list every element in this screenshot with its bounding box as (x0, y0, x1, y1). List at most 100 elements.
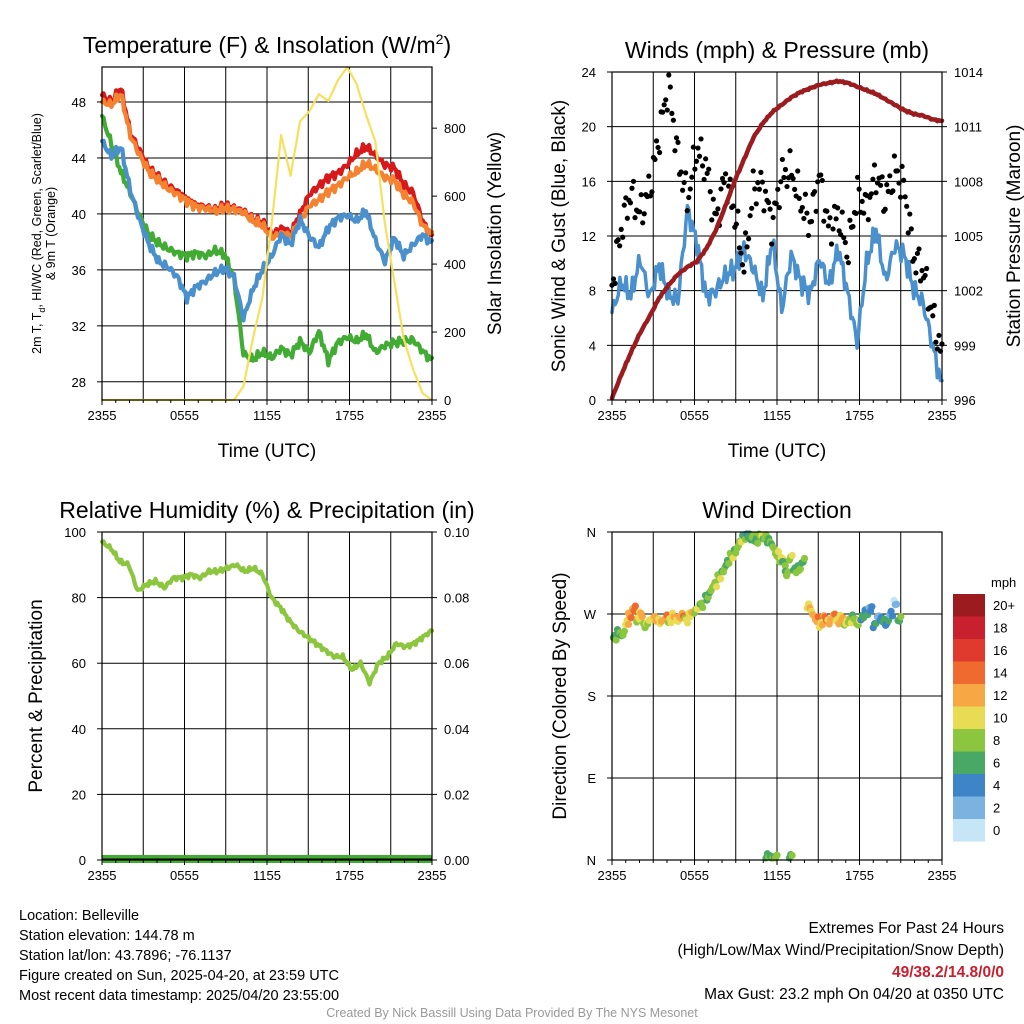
wind-gust-point (894, 168, 901, 174)
wind-gust-point (784, 183, 790, 190)
rh-y2tick-label: 0.08 (444, 591, 469, 606)
wind-gust-point (640, 220, 646, 226)
most-recent-data: Most recent data timestamp: 2025/04/20 2… (19, 988, 340, 1004)
rh-xtick-label: 0555 (170, 868, 199, 883)
dir-ytick-label: E (587, 771, 596, 786)
temp-ylabel-left-2: & 9m T (Orange) (44, 187, 58, 280)
dir-point (684, 619, 692, 627)
wind-gust-point (758, 169, 764, 175)
wind-gust-point (835, 205, 841, 211)
wind-y2tick-label: 999 (954, 338, 976, 353)
wind-gust-point (856, 186, 862, 192)
wind-gust-point (652, 156, 658, 162)
rh-xtick-label: 2355 (418, 868, 447, 883)
wind-gust-point (865, 217, 871, 223)
wind-ytick-label: 24 (582, 65, 596, 80)
wind-gust-point (736, 245, 742, 251)
wind-gust-point (701, 176, 707, 183)
rh-series-relative-humidity (99, 539, 435, 687)
wind-gust-point (799, 204, 805, 211)
wind-gust-point (801, 215, 807, 222)
legend-label: 20+ (993, 598, 1015, 613)
rh-y2tick-label: 0.06 (444, 656, 469, 671)
dir-point (725, 559, 733, 568)
wind-gust-point (901, 177, 907, 183)
legend-label: 12 (993, 688, 1007, 703)
dir-point (884, 617, 892, 625)
dir-point (754, 539, 762, 547)
wind-gust-point (782, 166, 789, 173)
wind-xtick-label: 2355 (928, 408, 957, 423)
temp-xtick-label: 2355 (88, 408, 117, 423)
wind-gust-point (653, 138, 660, 144)
wind-xtick-label: 2355 (598, 408, 627, 423)
wind-gust-point (744, 244, 750, 250)
wind-gust-point (747, 213, 753, 219)
temp-title: Temperature (F) & Insolation (W/m2) (83, 31, 451, 58)
temp-series-9m-t (99, 92, 435, 242)
wind-gust-point (621, 202, 627, 208)
wind-gust-point (870, 176, 876, 182)
dir-ytick-label: N (587, 525, 596, 540)
temp-xtick-label: 2355 (418, 408, 447, 423)
wind-gust-point (746, 236, 752, 242)
wind-gust-point (699, 163, 706, 169)
wind-gust-point (827, 215, 833, 221)
wind-gust-point (913, 270, 919, 276)
wind-gust-point (693, 158, 700, 164)
wind-gust-point (630, 178, 637, 184)
wind-gust-point (922, 272, 928, 279)
credit-line: Created By Nick Bassill Using Data Provi… (326, 1006, 698, 1020)
wind-gust-point (890, 188, 896, 194)
wind-gust-point (615, 237, 621, 243)
wind-gust-point (666, 72, 672, 78)
wind-gust-point (891, 153, 898, 159)
wind-gust-point (908, 226, 914, 232)
wind-y2tick-label: 996 (954, 393, 976, 408)
temp-y2tick-label: 800 (444, 121, 466, 136)
wind-gust-point (861, 210, 867, 216)
dir-point (788, 851, 796, 859)
dir-ytick-label: N (587, 853, 596, 868)
dir-point (788, 551, 796, 560)
wind-ytick-label: 8 (589, 284, 596, 299)
legend-swatch (953, 594, 985, 617)
rh-ytick-label: 80 (72, 591, 86, 606)
wind-gust-point (779, 156, 785, 163)
wind-gust-point (919, 267, 925, 274)
wind-xtick-label: 1755 (845, 408, 874, 423)
wind-gust-point (698, 136, 704, 142)
rh-ytick-label: 20 (72, 787, 86, 802)
legend-label: 16 (993, 643, 1007, 658)
temp-xlabel: Time (UTC) (218, 441, 317, 462)
wind-gust-point (661, 102, 667, 108)
wind-gust-point (686, 194, 692, 201)
dir-point (667, 619, 675, 627)
wind-gust-point (632, 215, 638, 221)
wind-gust-point (767, 206, 773, 212)
temp-ylabel-right: Solar Insolation (Yellow) (485, 132, 506, 335)
legend-swatch (953, 751, 985, 774)
temp-ytick-label: 28 (72, 375, 86, 390)
wind-gust-point (795, 168, 801, 174)
wind-gust-point (752, 186, 758, 192)
wind-gust-point (896, 180, 902, 186)
dir-title: Wind Direction (702, 497, 852, 523)
wind-gust-point (681, 179, 687, 186)
dir-point (784, 568, 792, 576)
wind-gust-point (735, 208, 741, 214)
dir-point (624, 620, 633, 628)
dir-point (781, 562, 789, 570)
wind-xtick-label: 1155 (763, 408, 791, 423)
wind-ytick-label: 20 (582, 120, 596, 135)
wind-gust-point (703, 156, 709, 162)
wind-gust-point (819, 177, 825, 184)
wind-gust-point (663, 97, 669, 103)
station-elevation: Station elevation: 144.78 m (19, 928, 195, 944)
wind-gust-point (672, 148, 678, 154)
wind-gust-point (907, 211, 913, 217)
legend-swatch (953, 774, 985, 797)
wind-gust-point (627, 200, 634, 206)
wind-gust-point (687, 186, 693, 192)
